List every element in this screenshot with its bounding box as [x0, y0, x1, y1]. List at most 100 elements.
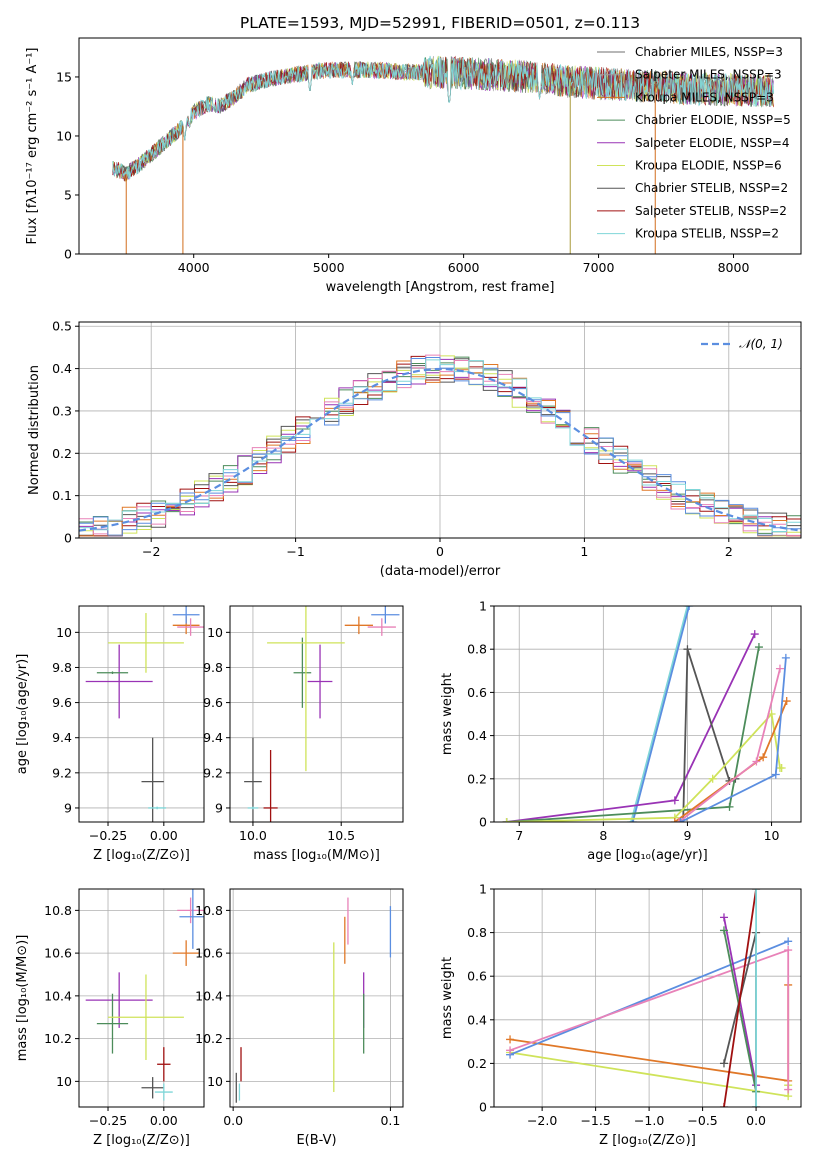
legend-label: Salpeter ELODIE, NSSP=4 — [635, 136, 790, 150]
x-tick-label: 10.0 — [239, 828, 267, 843]
weight-line-1 — [631, 606, 690, 822]
axes-frame — [78, 888, 205, 1108]
weight-marker — [506, 1035, 515, 1044]
errorbar-point — [247, 806, 259, 810]
spectrum-line-8 — [112, 55, 774, 179]
weight-line-7 — [723, 889, 757, 1107]
y-tick-label: 9.4 — [203, 730, 223, 745]
weight-marker — [725, 802, 734, 811]
x-tick-label: 5000 — [313, 260, 345, 275]
y-tick-label: 10.2 — [195, 1031, 223, 1046]
weight-marker — [752, 1103, 761, 1107]
errorbar-point — [96, 993, 129, 1054]
x-tick-label: 6000 — [448, 260, 480, 275]
x-tick-label: 10.5 — [327, 828, 355, 843]
weight-marker — [775, 664, 784, 673]
errorbar-point — [85, 972, 153, 1028]
plot-area — [85, 606, 204, 822]
weight-line-4 — [506, 646, 760, 822]
y-axis-label: mass weight — [440, 957, 455, 1039]
plot-area — [506, 889, 793, 1107]
y-tick-label: 9.2 — [52, 765, 72, 780]
legend-label: Kroupa MILES, NSSP=3 — [635, 90, 774, 104]
y-tick-label: 10 — [56, 625, 72, 640]
errorbar-point — [293, 637, 312, 708]
x-tick-label: 4000 — [178, 260, 210, 275]
y-tick-label: 0 — [64, 531, 72, 546]
weight-marker — [719, 1103, 728, 1107]
axes-frame — [229, 888, 404, 1108]
x-axis-label: Z [log₁₀(Z/Z⊙)] — [93, 1133, 190, 1148]
errorbar-point — [267, 606, 345, 772]
y-tick-label: 1 — [479, 599, 487, 614]
histogram-series-8 — [79, 359, 801, 532]
x-tick-label: −2 — [142, 544, 160, 559]
x-tick-label: 2 — [725, 544, 733, 559]
histogram-series-5 — [79, 360, 801, 537]
y-tick-label: 0.3 — [52, 403, 72, 418]
weight-line-5 — [723, 930, 757, 1092]
y-axis-label: Flux [fλ10⁻¹⁷ erg cm⁻² s⁻¹ A⁻¹] — [25, 48, 40, 245]
x-axis-label: E(B-V) — [296, 1133, 336, 1148]
errorbar-point — [108, 974, 184, 1060]
x-tick-label: 0.0 — [223, 1113, 243, 1128]
weight-marker — [708, 774, 717, 783]
y-tick-label: 0 — [64, 247, 72, 262]
legend-label: Kroupa STELIB, NSSP=2 — [635, 227, 779, 241]
legend-label: Kroupa ELODIE, NSSP=6 — [635, 159, 782, 173]
plot-area — [112, 55, 774, 254]
panel-spectrum: Chabrier MILES, NSSP=3 Salpeter MILES, NS… — [25, 37, 802, 295]
y-tick-label: 9 — [64, 800, 72, 815]
weight-marker — [784, 937, 793, 946]
legend-label: Chabrier MILES, NSSP=3 — [635, 45, 783, 59]
y-tick-label: 5 — [64, 187, 72, 202]
x-tick-label: 0.1 — [380, 1113, 400, 1128]
legend-label: Chabrier ELODIE, NSSP=5 — [635, 113, 791, 127]
axis-ticks: 7 8 9 10 0 0.2 0.4 0.6 0.8 1 — [467, 599, 779, 844]
errorbar-point — [177, 897, 204, 924]
y-tick-label: 1 — [479, 882, 487, 897]
legend-label: Chabrier STELIB, NSSP=2 — [635, 181, 788, 195]
y-tick-label: 10 — [207, 625, 223, 640]
errorbar-point — [244, 737, 262, 822]
panel-age_vs_mass: 10.0 10.5 9 9.2 9.4 9.6 9.8 10 mass [log₁₀(M/M⊙)… — [203, 605, 404, 863]
errorbar-point — [96, 671, 129, 675]
y-tick-label: 0.6 — [467, 969, 487, 984]
grid-lines — [79, 606, 204, 822]
weight-marker — [777, 764, 786, 772]
legend-label: 𝒩(0, 1) — [739, 337, 783, 351]
y-axis-label: mass weight — [440, 673, 455, 755]
x-axis-label: Z [log₁₀(Z/Z⊙)] — [599, 1133, 696, 1148]
grid-lines — [79, 889, 204, 1107]
y-tick-label: 0.6 — [467, 685, 487, 700]
axis-ticks: 0.0 0.1 10 10.2 10.4 10.6 10.8 — [195, 903, 400, 1128]
y-tick-label: 10 — [207, 1074, 223, 1089]
y-axis-label: mass [log₁₀(M/M⊙)] — [15, 935, 30, 1062]
y-axis-label: age [log₁₀(age/yr)] — [15, 654, 30, 775]
weight-marker — [719, 1059, 728, 1068]
x-tick-label: 7000 — [583, 260, 615, 275]
x-axis-label: wavelength [Angstrom, rest frame] — [326, 280, 555, 295]
y-tick-label: 10.4 — [44, 988, 72, 1003]
x-tick-label: −1.0 — [634, 1113, 664, 1128]
y-tick-label: 15 — [56, 69, 72, 84]
spectrum-line-7 — [112, 55, 774, 182]
errorbar-point — [108, 613, 184, 673]
y-tick-label: 0.4 — [467, 1012, 487, 1027]
grid-lines — [230, 606, 403, 822]
errorbar-point — [179, 889, 204, 949]
weight-marker — [750, 630, 759, 639]
legend-label: Salpeter STELIB, NSSP=2 — [635, 204, 787, 218]
y-tick-label: 10.6 — [195, 946, 223, 961]
x-tick-label: 1 — [580, 544, 588, 559]
errorbar-point — [154, 1083, 173, 1101]
errorbar-point — [344, 616, 373, 635]
weight-marker — [670, 818, 679, 822]
weight-marker — [683, 606, 692, 610]
plot-area — [244, 606, 400, 822]
gaussian-curve — [79, 367, 801, 532]
y-tick-label: 9.6 — [203, 695, 223, 710]
axes-frame — [78, 605, 205, 823]
axis-ticks: 4000 5000 6000 7000 8000 0 5 10 15 — [56, 69, 749, 275]
figure-title: PLATE=1593, MJD=52991, FIBERID=0501, z=0… — [240, 14, 640, 32]
